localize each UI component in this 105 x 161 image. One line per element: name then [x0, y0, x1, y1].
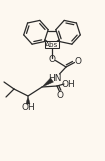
Text: Abs: Abs: [45, 42, 59, 47]
Text: OH: OH: [21, 104, 35, 113]
Text: O: O: [75, 57, 81, 66]
Text: OH: OH: [61, 80, 75, 89]
Polygon shape: [42, 78, 53, 87]
Text: HN: HN: [48, 74, 62, 82]
Text: O: O: [56, 90, 64, 99]
Polygon shape: [26, 96, 30, 104]
Text: O: O: [49, 55, 56, 63]
FancyBboxPatch shape: [45, 41, 59, 48]
